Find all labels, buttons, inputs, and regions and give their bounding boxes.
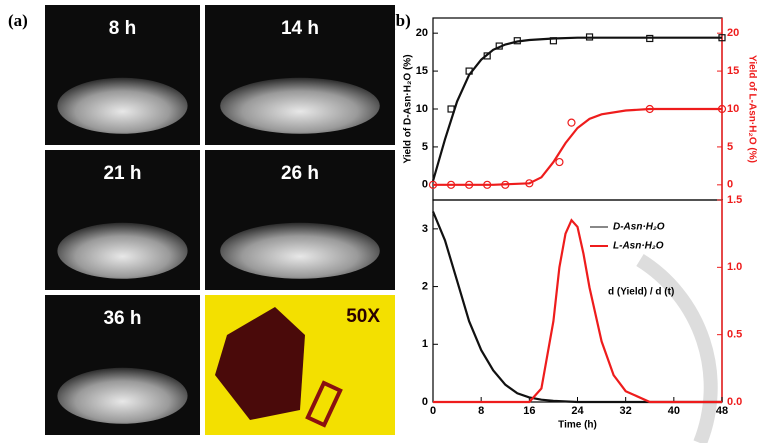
y2-tick-label: 0	[727, 179, 733, 191]
x-tick-label: 0	[430, 405, 436, 417]
y-tick-label: 0	[422, 179, 428, 191]
line	[433, 220, 722, 402]
x-tick-label: 24	[571, 405, 584, 417]
vial	[57, 368, 187, 424]
y2-tick-label: 1.0	[727, 261, 742, 273]
y-tick-label: 5	[422, 141, 428, 153]
photo-label: 26 h	[281, 163, 319, 184]
photo-label: 8 h	[109, 18, 136, 39]
y-tick-label: 2	[422, 280, 428, 292]
x-tick-label: 8	[478, 405, 484, 417]
y-tick-label: 1	[422, 338, 428, 350]
point	[568, 119, 575, 126]
y-tick-label: 3	[422, 223, 428, 235]
x-tick-label: 16	[523, 405, 535, 417]
x-tick-label: 32	[620, 405, 632, 417]
y2-tick-label: 0.5	[727, 329, 742, 341]
y2-tick-label: 5	[727, 141, 733, 153]
x-tick-label: 40	[668, 405, 680, 417]
photo-label: 21 h	[103, 163, 141, 184]
y2-tick-label: 1.5	[727, 194, 742, 206]
photo-label: 14 h	[281, 18, 319, 39]
line	[433, 212, 722, 403]
legend-label: D-Asn·H₂O	[613, 222, 665, 233]
y2-tick-label: 10	[727, 103, 739, 115]
vial	[220, 78, 380, 134]
annotation: d (Yield) / d (t)	[608, 287, 674, 298]
y-axis-label: Yield of D-Asn·H₂O (%)	[403, 54, 414, 163]
y-tick-label: 0	[422, 396, 428, 408]
vial	[57, 78, 187, 134]
vial	[220, 223, 380, 279]
photo-label: 50X	[346, 306, 380, 327]
point	[556, 159, 563, 166]
photo-label: 36 h	[103, 308, 141, 329]
panel-label: (a)	[8, 11, 28, 30]
line	[433, 109, 722, 185]
y2-tick-label: 20	[727, 27, 739, 39]
y-tick-label: 10	[416, 103, 428, 115]
vial	[57, 223, 187, 279]
y-tick-label: 20	[416, 27, 428, 39]
x-axis-label: Time (h)	[558, 420, 597, 431]
y2-tick-label: 0.0	[727, 396, 742, 408]
figure: (a) (b) 8 h14 h21 h26 h36 h50X 051015200…	[0, 0, 759, 443]
y2-axis-label: Yield of L-Asn·H₂O (%)	[746, 55, 757, 163]
y-tick-label: 15	[416, 65, 428, 77]
y2-tick-label: 15	[727, 65, 739, 77]
x-tick-label: 48	[716, 405, 728, 417]
legend-label: L-Asn·H₂O	[613, 241, 664, 252]
photo-grid: 8 h 14 h 21 h 26 h 36 h 50X	[45, 5, 395, 435]
